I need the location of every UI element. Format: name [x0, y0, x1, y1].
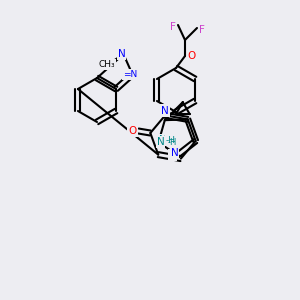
Text: N: N: [169, 150, 176, 160]
Text: N: N: [118, 49, 125, 59]
Text: N: N: [157, 137, 164, 147]
Text: =N: =N: [123, 70, 137, 79]
Text: N: N: [159, 135, 166, 145]
Text: O: O: [128, 126, 136, 136]
Text: N: N: [171, 148, 178, 158]
Text: F: F: [199, 25, 205, 35]
Text: -H: -H: [166, 136, 176, 145]
Text: N: N: [159, 105, 167, 116]
Text: N: N: [161, 106, 169, 116]
Text: O: O: [188, 51, 196, 61]
Text: F: F: [170, 22, 176, 32]
Text: CH₃: CH₃: [98, 60, 115, 69]
Text: -H: -H: [167, 138, 177, 147]
